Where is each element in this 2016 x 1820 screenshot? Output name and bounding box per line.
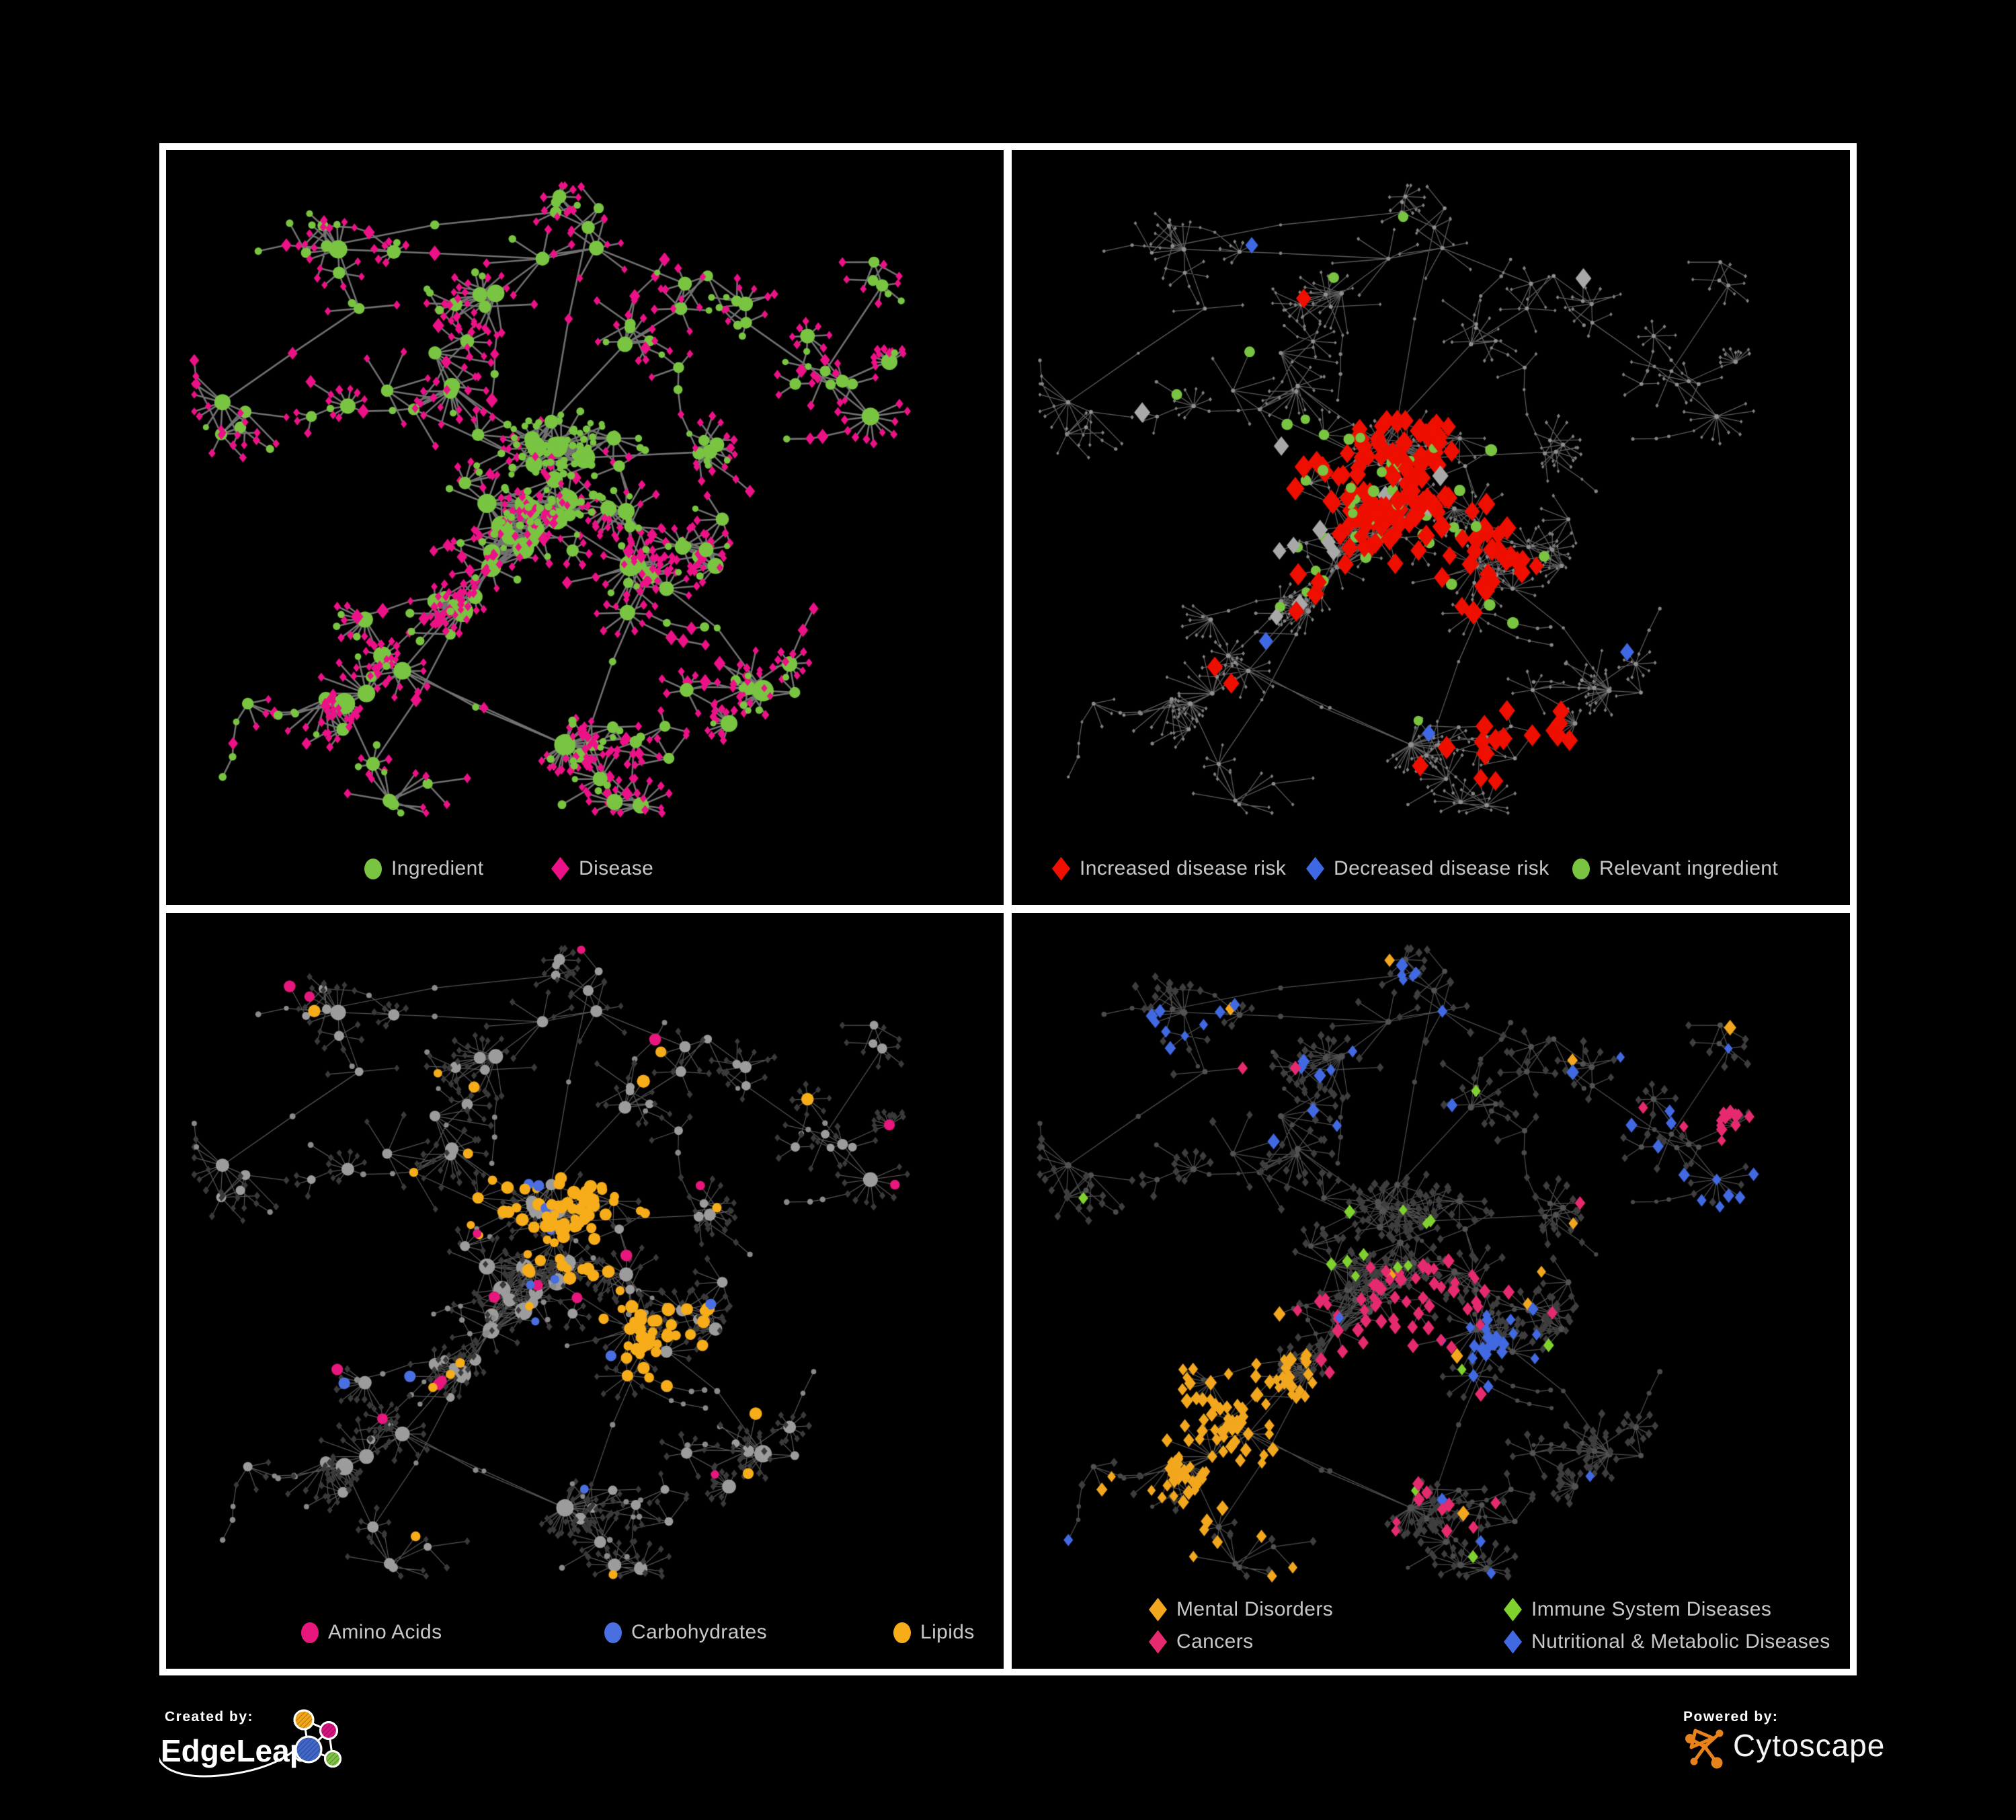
network-canvas-disease-classes: [1012, 913, 1850, 1595]
legend-label: Amino Acids: [328, 1621, 442, 1643]
edgeleap-logo: Created by: EdgeLeap: [159, 1709, 341, 1778]
edgeleap-wordmark: EdgeLeap: [161, 1733, 309, 1768]
legend-label: Cancers: [1176, 1630, 1254, 1653]
diamond-symbol: [1149, 1597, 1167, 1622]
legend-item-mental-disorders: Mental Disorders: [1149, 1597, 1333, 1622]
cytoscape-network-icon: [1685, 1729, 1724, 1769]
cytoscape-logo: Powered by: Cytoscape: [1683, 1709, 1885, 1769]
edgeleap-network-icon: [159, 1709, 341, 1778]
circle-symbol: [364, 858, 382, 879]
legend-item-nutritional-metabolic-diseases: Nutritional & Metabolic Diseases: [1504, 1630, 1830, 1654]
diamond-symbol: [551, 857, 569, 881]
legend-label: Ingredient: [391, 857, 484, 879]
network-canvas-ingredient-disease: [166, 150, 1004, 832]
legend-label: Nutritional & Metabolic Diseases: [1531, 1630, 1830, 1653]
legend-item-lipids: Lipids: [893, 1620, 975, 1645]
legend-item-amino-acids: Amino Acids: [301, 1620, 442, 1645]
footer: Created by: EdgeLeap Po: [0, 1675, 2016, 1820]
diamond-symbol: [1504, 1630, 1522, 1654]
legend-label: Carbohydrates: [631, 1621, 767, 1643]
legend-item-immune-system-diseases: Immune System Diseases: [1504, 1597, 1771, 1622]
legend-item-decreased-disease-risk: Decreased disease risk: [1306, 857, 1549, 881]
legend-label: Disease: [579, 857, 654, 879]
legend-label: Mental Disorders: [1176, 1598, 1334, 1620]
legend-item-increased-disease-risk: Increased disease risk: [1052, 857, 1286, 881]
panel-nutrient-classes: Amino Acids Carbohydrates Lipids: [166, 913, 1004, 1669]
diamond-symbol: [1052, 857, 1070, 881]
circle-symbol: [604, 1622, 622, 1643]
legend-item-ingredient: Ingredient: [364, 857, 483, 881]
circle-symbol: [301, 1622, 319, 1643]
panel-disease-classes: Mental Disorders Immune System Diseases Ca…: [1012, 913, 1850, 1669]
legend-item-disease: Disease: [551, 857, 653, 881]
diamond-symbol: [1504, 1597, 1522, 1622]
network-canvas-nutrient-classes: [166, 913, 1004, 1595]
legend-label: Increased disease risk: [1080, 857, 1287, 879]
network-canvas-disease-risk: [1012, 150, 1850, 832]
panel-grid: Ingredient Disease Increased disease risk…: [159, 143, 1857, 1675]
created-by-label: Created by:: [165, 1709, 253, 1725]
panel-ingredient-disease: Ingredient Disease: [166, 150, 1004, 905]
cytoscape-wordmark: Cytoscape: [1733, 1728, 1885, 1763]
circle-symbol: [1572, 858, 1590, 879]
legend-item-relevant-ingredient: Relevant ingredient: [1572, 857, 1778, 881]
legend-label: Lipids: [920, 1621, 975, 1643]
legend-label: Decreased disease risk: [1334, 857, 1549, 879]
circle-symbol: [893, 1622, 911, 1643]
legend-label: Relevant ingredient: [1599, 857, 1779, 879]
edgeleap-swoosh: [159, 1747, 298, 1778]
legend-item-carbohydrates: Carbohydrates: [604, 1620, 767, 1645]
diamond-symbol: [1306, 857, 1324, 881]
diamond-symbol: [1149, 1630, 1167, 1654]
legend-item-cancers: Cancers: [1149, 1630, 1254, 1654]
powered-by-label: Powered by:: [1683, 1709, 1778, 1725]
panel-disease-risk: Increased disease risk Decreased disease …: [1012, 150, 1850, 905]
legend-label: Immune System Diseases: [1531, 1598, 1772, 1620]
